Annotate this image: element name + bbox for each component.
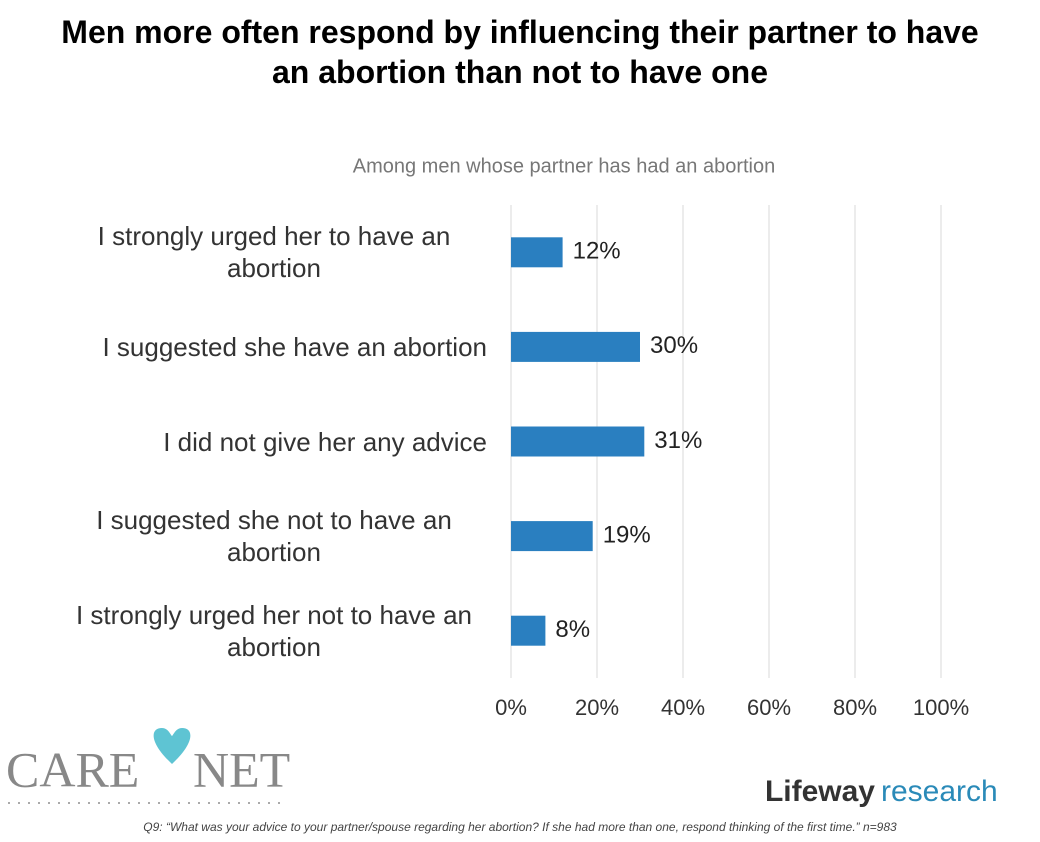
logo-text: Lifeway: [765, 775, 875, 808]
y-tick-label: I did not give her any advice: [163, 426, 487, 457]
footnote: Q9: “What was your advice to your partne…: [143, 820, 897, 834]
x-tick-label: 20%: [575, 695, 619, 720]
bar: [511, 521, 593, 552]
chart-title: Men more often respond by influencing th…: [61, 14, 979, 90]
bar: [511, 426, 645, 457]
x-tick-label: 60%: [747, 695, 791, 720]
value-label: 19%: [603, 521, 651, 548]
x-tick-label: 80%: [833, 695, 877, 720]
logo-text: research: [881, 775, 998, 808]
value-label: 30%: [650, 332, 698, 359]
bar: [511, 331, 640, 362]
x-tick-label: 0%: [495, 695, 527, 720]
value-label: 31%: [654, 427, 702, 454]
bar: [511, 615, 546, 646]
bar: [511, 237, 563, 268]
heart-icon: [153, 728, 191, 764]
chart-subtitle: Among men whose partner has had an abort…: [353, 155, 776, 177]
value-label: 8%: [555, 616, 590, 643]
logo-text: NET: [193, 741, 290, 797]
y-tick-label: I suggested she not to have an abortion: [96, 505, 452, 568]
x-tick-label: 40%: [661, 695, 705, 720]
value-label: 12%: [573, 238, 621, 265]
y-tick-label: I suggested she have an abortion: [102, 331, 487, 362]
x-tick-label: 100%: [913, 695, 969, 720]
logo-text: CARE: [6, 741, 139, 797]
y-tick-label: I strongly urged her to have an abortion: [97, 221, 451, 284]
y-tick-label: I strongly urged her not to have an abor…: [75, 599, 473, 662]
